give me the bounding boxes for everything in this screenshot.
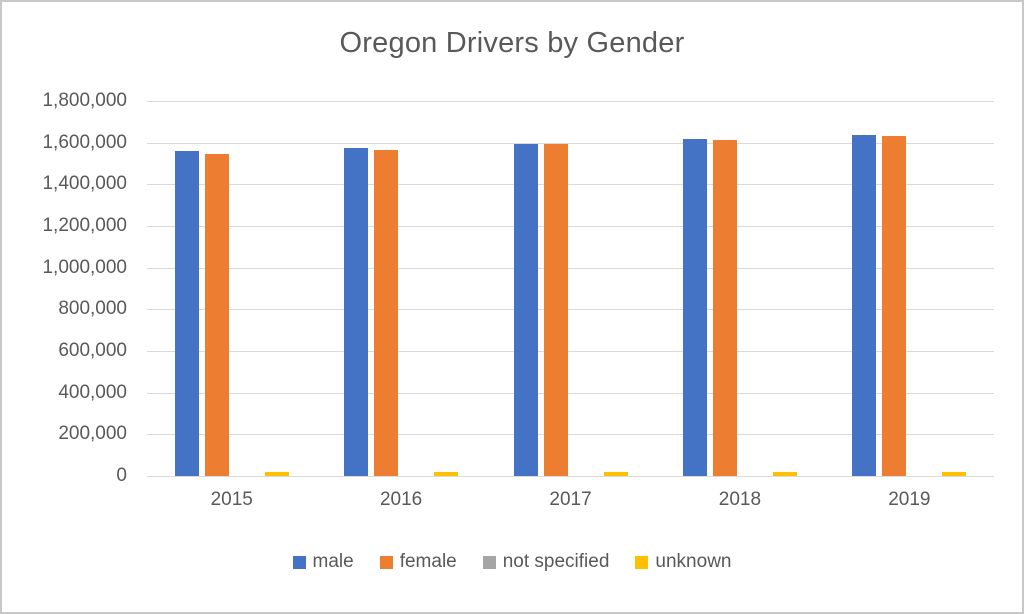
legend-item-unknown: unknown (635, 551, 731, 573)
y-tick-label: 1,800,000 (42, 90, 127, 111)
bar-male-2017 (513, 143, 538, 476)
bar-group-2018 (655, 101, 824, 476)
x-axis: 2015 2016 2017 2018 2019 (147, 489, 994, 511)
y-tick-label: 1,400,000 (42, 173, 127, 195)
bar-male-2019 (852, 134, 877, 476)
legend-item-female: female (379, 551, 457, 573)
legend-swatch-female (379, 555, 393, 569)
y-axis: 0 200,000 400,000 600,000 800,000 1,000,000 1,… (2, 90, 147, 486)
bar-unknown-2017 (603, 471, 628, 476)
gridline (147, 309, 994, 311)
bar-unknown-2019 (942, 471, 967, 476)
y-tick-label: 800,000 (58, 298, 127, 320)
y-tick-label: 200,000 (58, 423, 127, 445)
legend-label: unknown (655, 551, 732, 572)
bar-group-2019 (825, 101, 994, 476)
legend-swatch-not-specified (482, 555, 496, 569)
gridline (147, 226, 994, 227)
legend-item-male: male (292, 551, 354, 573)
gridline (147, 142, 994, 144)
x-tick-label-2019: 2019 (888, 489, 931, 510)
bar-female-2015 (204, 153, 229, 476)
gridline (147, 101, 994, 102)
plot-area (147, 101, 994, 477)
y-tick-label: 600,000 (58, 340, 127, 361)
gridline (147, 184, 994, 186)
legend-swatch-unknown (635, 555, 649, 569)
gridline (147, 392, 994, 394)
bar-male-2018 (682, 139, 707, 476)
legend-label: female (399, 551, 457, 572)
bar-female-2018 (712, 139, 737, 476)
legend-label: not specified (502, 551, 610, 572)
bar-unknown-2016 (434, 471, 459, 476)
bar-female-2019 (882, 135, 907, 476)
bar-group-2016 (316, 101, 485, 476)
y-tick-label: 0 (116, 465, 127, 486)
bar-groups (147, 101, 994, 476)
bar-male-2015 (174, 150, 199, 476)
bar-group-2015 (147, 101, 316, 476)
bar-unknown-2015 (264, 471, 289, 476)
legend-label: male (312, 551, 354, 572)
plot-wrap: 0 200,000 400,000 600,000 800,000 1,000,000 1,… (2, 90, 1022, 486)
gridline (147, 476, 994, 477)
legend-swatch-male (292, 555, 306, 569)
gridline (147, 434, 994, 436)
x-tick-label-2016: 2016 (379, 489, 423, 510)
gridline (147, 267, 994, 269)
bar-group-2017 (486, 101, 655, 476)
bar-female-2017 (543, 144, 568, 476)
legend-item-not-specified: not specified (482, 551, 610, 573)
y-tick-label: 1,200,000 (42, 215, 127, 236)
y-tick-label: 400,000 (58, 381, 127, 403)
gridline (147, 351, 994, 352)
legend: male female not specified unknown (2, 551, 1022, 573)
bar-female-2016 (374, 149, 399, 476)
y-tick-label: 1,600,000 (42, 131, 127, 153)
bar-unknown-2018 (772, 471, 797, 476)
x-tick-label-2017: 2017 (549, 489, 592, 510)
x-tick-label-2018: 2018 (718, 489, 762, 510)
chart-title: Oregon Drivers by Gender (339, 27, 685, 59)
y-tick-label: 1,000,000 (42, 256, 127, 278)
x-tick-label-2015: 2015 (210, 489, 253, 510)
bar-male-2016 (344, 148, 369, 476)
